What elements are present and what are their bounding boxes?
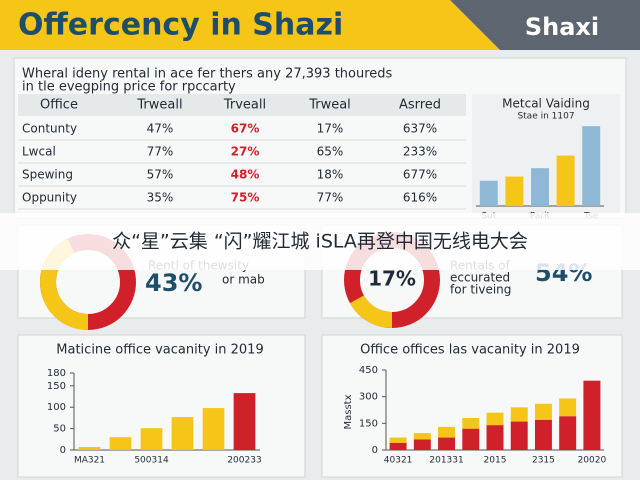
- table-cell: 65%: [317, 145, 344, 159]
- bar-segment: [438, 426, 456, 438]
- y-tick-label: 0: [60, 445, 66, 456]
- x-tick-label: 201331: [429, 456, 463, 466]
- table-header: Trweall: [136, 98, 182, 113]
- x-tick-label: 20020: [578, 456, 607, 466]
- table-header: Asrred: [399, 98, 441, 113]
- bar-segment: [486, 425, 504, 450]
- bar: [109, 437, 132, 450]
- table-cell: 77%: [147, 145, 174, 159]
- bar-segment: [534, 419, 552, 450]
- bar-segment: [534, 403, 552, 420]
- bar-segment: [583, 380, 601, 450]
- bar-segment: [413, 433, 431, 440]
- header-title: Offercency in Shazi: [18, 8, 343, 43]
- table-cell: 57%: [147, 168, 174, 182]
- bar-segment: [389, 437, 407, 443]
- x-tick-label: MA321: [74, 456, 105, 466]
- bar: [505, 176, 524, 206]
- mini-chart-title: Metcal Vaiding: [502, 97, 590, 111]
- x-tick-label: 40321: [384, 456, 413, 466]
- bar: [233, 393, 256, 450]
- table-cell: 35%: [147, 191, 174, 205]
- header-brand: Shaxi: [525, 13, 599, 41]
- bar-segment: [510, 421, 528, 450]
- y-tick-label: 0: [372, 445, 378, 456]
- table-cell: 233%: [403, 145, 437, 159]
- donut-label: 17%: [368, 267, 416, 291]
- bar-segment: [462, 428, 480, 450]
- bar: [202, 408, 225, 450]
- bar: [556, 155, 575, 206]
- x-tick-label: 2315: [532, 456, 555, 466]
- intro-line: Wheral ideny rental in ace fer thers any…: [22, 67, 393, 82]
- donut-text: eccurated: [450, 271, 510, 285]
- y-axis-label: Masstx: [343, 394, 354, 429]
- donut-big-label: 43%: [145, 269, 202, 297]
- table-cell: 77%: [317, 191, 344, 205]
- bar: [531, 168, 549, 206]
- mini-chart-subtitle: Stae in 1107: [517, 112, 574, 122]
- bar-segment: [389, 442, 407, 450]
- bar-segment: [462, 418, 480, 429]
- y-tick-label: 100: [47, 402, 66, 413]
- table-cell: 17%: [317, 122, 344, 136]
- table-cell: 75%: [231, 191, 260, 205]
- table-cell: 637%: [403, 122, 437, 136]
- table-cell: Spewing: [22, 168, 73, 182]
- caption: 众“星”云集 “闪”耀江城 iSLA再登中国无线电大会: [112, 231, 528, 253]
- table-header: Office: [40, 98, 78, 113]
- bar-segment: [438, 437, 456, 450]
- table-cell: 27%: [231, 145, 260, 159]
- intro-line: in tle evegping price for rpccarty: [22, 80, 236, 95]
- chart-panel: [17, 334, 306, 478]
- donut-text: for tiveing: [450, 283, 511, 297]
- table-cell: 67%: [231, 122, 260, 136]
- y-tick-label: 180: [47, 368, 66, 379]
- bar-segment: [413, 439, 431, 450]
- donut-segment: [349, 295, 393, 328]
- bar: [582, 126, 601, 206]
- caption-band: [0, 213, 640, 270]
- bar: [78, 447, 101, 450]
- y-tick-label: 300: [359, 392, 378, 403]
- table-cell: 48%: [231, 168, 260, 182]
- table-header: Trweal: [308, 98, 351, 113]
- header-banner: [0, 0, 500, 50]
- bar: [479, 180, 498, 206]
- table-cell: 18%: [317, 168, 344, 182]
- bar: [140, 428, 163, 450]
- bar-segment: [559, 416, 577, 450]
- y-tick-label: 150: [359, 418, 378, 429]
- table-cell: 47%: [147, 122, 174, 136]
- header-brand-bg: [450, 0, 640, 50]
- x-tick-label: 2015: [484, 456, 507, 466]
- y-tick-label: 50: [53, 424, 66, 435]
- table-header-bg: [18, 94, 466, 116]
- table-cell: Lwcal: [22, 145, 56, 159]
- donut-text: or mab: [222, 273, 265, 287]
- bar-segment: [510, 407, 528, 422]
- x-tick-label: 200233: [227, 456, 261, 466]
- table-cell: 616%: [403, 191, 437, 205]
- chart-title: Maticine office vacanity in 2019: [56, 343, 263, 358]
- chart-title: Office offices las vacanity in 2019: [360, 343, 580, 358]
- y-tick-label: 150: [47, 381, 66, 392]
- y-tick-label: 450: [359, 365, 378, 376]
- table-cell: Oppunity: [22, 191, 77, 205]
- bar: [171, 417, 194, 450]
- bar-segment: [486, 412, 504, 426]
- bar-segment: [559, 398, 577, 417]
- table-cell: Contunty: [22, 122, 77, 136]
- table-cell: 677%: [403, 168, 437, 182]
- table-header: Trveall: [223, 98, 266, 113]
- x-tick-label: 500314: [134, 456, 169, 466]
